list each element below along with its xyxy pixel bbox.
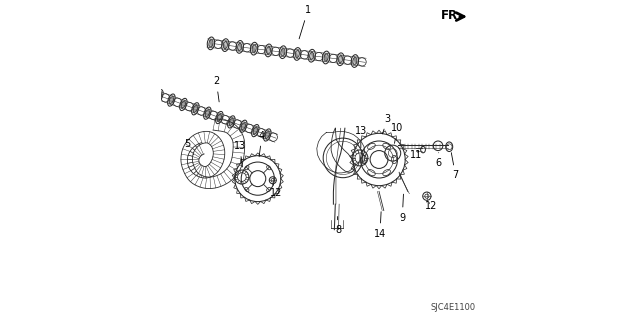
Text: 14: 14: [374, 212, 386, 239]
Text: 12: 12: [425, 201, 437, 211]
Text: 8: 8: [335, 217, 341, 235]
Text: SJC4E1100: SJC4E1100: [431, 303, 476, 312]
Text: 1: 1: [299, 5, 311, 39]
Text: 5: 5: [184, 139, 193, 154]
Text: 12: 12: [270, 184, 282, 198]
Text: 6: 6: [436, 153, 442, 168]
Text: 3: 3: [383, 114, 390, 134]
Text: 13: 13: [234, 141, 246, 167]
Text: 4: 4: [259, 130, 265, 157]
Text: 9: 9: [399, 194, 405, 223]
Text: 11: 11: [410, 150, 422, 160]
Text: 7: 7: [451, 153, 459, 181]
Text: FR.: FR.: [440, 9, 463, 22]
Text: 10: 10: [391, 123, 403, 143]
Text: 13: 13: [355, 126, 367, 148]
Text: 2: 2: [213, 76, 220, 102]
